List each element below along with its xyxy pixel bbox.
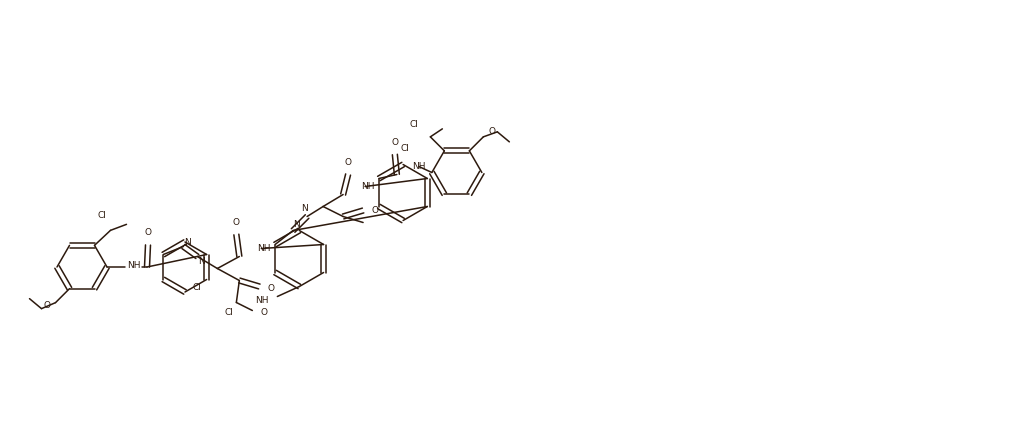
Text: O: O	[488, 128, 495, 136]
Text: NH: NH	[257, 244, 271, 253]
Text: Cl: Cl	[400, 144, 409, 153]
Text: O: O	[371, 206, 378, 215]
Text: N: N	[198, 257, 205, 266]
Text: O: O	[145, 228, 151, 237]
Text: O: O	[268, 284, 275, 293]
Text: N: N	[301, 204, 307, 213]
Text: O: O	[260, 308, 268, 317]
Text: NH: NH	[411, 162, 426, 171]
Text: Cl: Cl	[225, 308, 234, 317]
Text: Cl: Cl	[193, 283, 202, 292]
Text: N: N	[293, 220, 299, 229]
Text: NH: NH	[255, 296, 269, 305]
Text: N: N	[184, 238, 191, 247]
Text: NH: NH	[128, 261, 141, 270]
Text: Cl: Cl	[97, 211, 106, 220]
Text: O: O	[233, 218, 240, 227]
Text: Cl: Cl	[409, 120, 419, 129]
Text: O: O	[44, 301, 50, 310]
Text: NH: NH	[361, 182, 375, 191]
Text: O: O	[391, 138, 398, 147]
Text: O: O	[345, 158, 351, 167]
